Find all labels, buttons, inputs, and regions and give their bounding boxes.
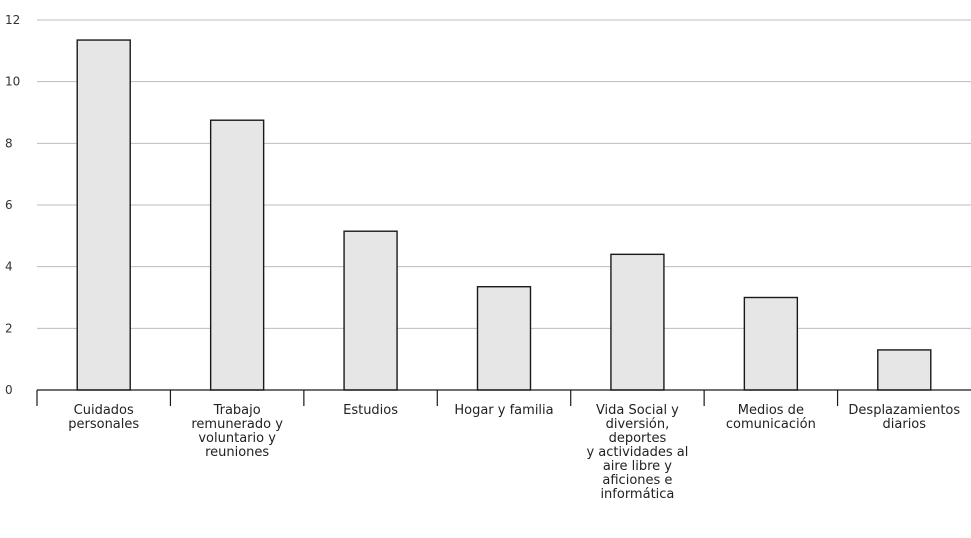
x-axis (36, 389, 971, 406)
bar (743, 296, 799, 391)
x-category-label: Hogar y familia (454, 403, 553, 418)
x-category-label-line: remunerado y (191, 417, 283, 432)
x-category-label: Desplazamientos diarios (848, 403, 960, 432)
y-tick-label: 12 (5, 13, 20, 27)
x-category-label-line: deportes (609, 431, 667, 446)
x-category-label-line: diversión, (606, 417, 670, 432)
x-category-label-line: informática (600, 487, 674, 502)
y-tick-label: 6 (5, 198, 13, 212)
y-tick-label: 2 (5, 321, 13, 335)
bar (343, 230, 398, 391)
x-category-label-line: voluntario y (198, 431, 276, 446)
x-category-label-line: comunicación (726, 417, 816, 432)
gridlines (37, 19, 971, 329)
x-category-label-line: diarios (883, 417, 927, 432)
x-category-label: Trabajo remunerado y voluntario y reuniones (191, 403, 283, 460)
y-tick-label: 10 (5, 75, 20, 89)
y-tick-label: 0 (5, 383, 13, 397)
x-category-label: Cuidados personales (68, 403, 139, 432)
x-category-label-line: aire libre y (603, 459, 672, 474)
bar (877, 349, 932, 391)
y-tick-label: 4 (5, 260, 13, 274)
x-category-label-line: Estudios (343, 403, 398, 418)
bar (610, 253, 665, 391)
bar (476, 286, 532, 391)
x-category-label-line: Trabajo (213, 403, 261, 418)
bars (76, 39, 932, 391)
x-category-label-line: personales (68, 417, 139, 432)
x-category-label-line: reuniones (205, 445, 269, 460)
x-category-label-line: y actividades al (586, 445, 688, 460)
y-axis-ticks: 0 2 4 6 8 10 12 (5, 13, 20, 397)
x-category-label-line: Desplazamientos (848, 403, 960, 418)
x-category-label-line: aficiones e (602, 473, 672, 488)
bar (76, 39, 131, 391)
x-axis-labels: Cuidados personales Trabajo remunerado y vol… (68, 403, 960, 502)
x-category-label: Medios de comunicación (726, 403, 816, 432)
bar (209, 119, 265, 391)
x-category-label-line: Vida Social y (596, 403, 679, 418)
x-category-label: Vida Social y diversión, deportes y activid… (586, 403, 688, 502)
y-tick-label: 8 (5, 136, 13, 150)
x-category-label: Estudios (343, 403, 398, 418)
x-category-label-line: Cuidados (74, 403, 134, 418)
x-category-label-line: Medios de (738, 403, 804, 418)
x-category-label-line: Hogar y familia (454, 403, 553, 418)
